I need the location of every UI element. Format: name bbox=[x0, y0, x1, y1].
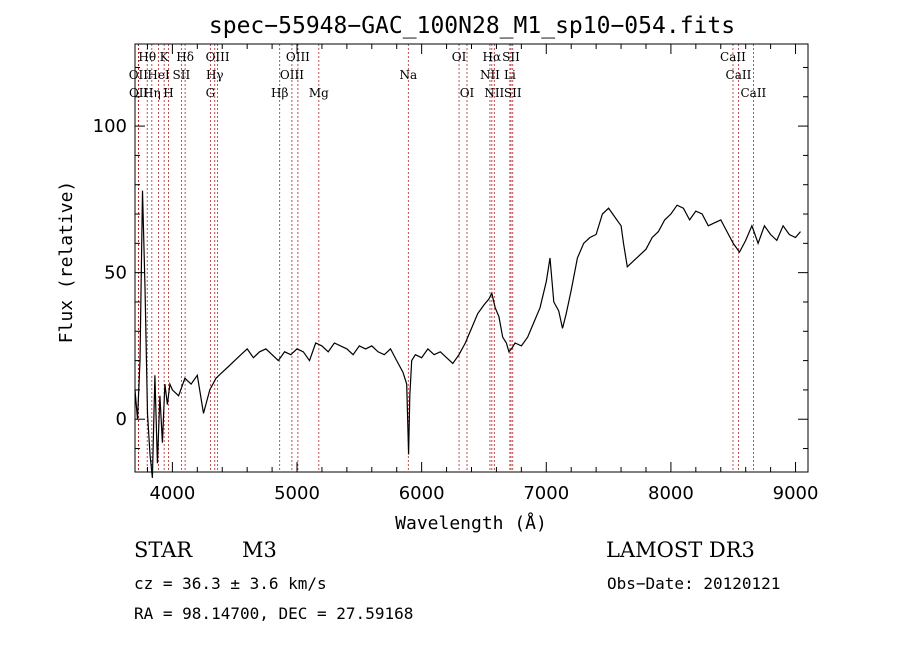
object-class: STAR bbox=[134, 538, 193, 562]
marker-label: G bbox=[206, 86, 216, 100]
marker-label: OIII bbox=[206, 50, 230, 64]
marker-lines bbox=[137, 44, 754, 472]
x-tick-label: 5000 bbox=[274, 483, 320, 504]
marker-label: OII bbox=[129, 68, 149, 82]
plot-frame bbox=[134, 43, 809, 473]
y-tick-label: 50 bbox=[104, 263, 127, 284]
marker-label: Hγ bbox=[206, 68, 224, 82]
cz-value: cz = 36.3 ± 3.6 km/s bbox=[134, 574, 327, 593]
survey-name: LAMOST DR3 bbox=[606, 538, 755, 562]
x-tick-label: 8000 bbox=[648, 483, 694, 504]
marker-label: SII bbox=[173, 68, 191, 82]
marker-label: CaII bbox=[740, 86, 766, 100]
marker-label: CaII bbox=[720, 50, 746, 64]
marker-label: OII bbox=[129, 86, 149, 100]
marker-label: Hθ bbox=[138, 50, 156, 64]
marker-label: Hδ bbox=[176, 50, 194, 64]
subclass: M3 bbox=[242, 538, 277, 562]
marker-label: Hα bbox=[483, 50, 502, 64]
marker-label: NII bbox=[480, 68, 500, 82]
marker-label: SII bbox=[504, 86, 522, 100]
marker-label: Hη bbox=[143, 86, 161, 100]
x-tick-label: 6000 bbox=[399, 483, 445, 504]
marker-label: OI bbox=[460, 86, 475, 100]
y-tick-label: 100 bbox=[93, 116, 127, 137]
marker-label: K bbox=[160, 50, 170, 64]
chart-title: spec−55948−GAC_100N28_M1_sp10−054.fits bbox=[209, 13, 735, 39]
axis-ticks: 4000 5000 6000 7000 8000 9000 0 50 100 bbox=[93, 44, 819, 504]
x-tick-label: 7000 bbox=[523, 483, 569, 504]
x-axis-label: Wavelength (Å) bbox=[395, 512, 547, 534]
marker-label: Na bbox=[399, 68, 417, 82]
y-tick-label: 0 bbox=[116, 409, 127, 430]
y-axis-label: Flux (relative) bbox=[56, 181, 77, 344]
obs-date: Obs−Date: 20120121 bbox=[607, 574, 781, 593]
marker-label: Li bbox=[504, 68, 516, 82]
marker-label: OIII bbox=[286, 50, 310, 64]
marker-label: OI bbox=[452, 50, 467, 64]
marker-label: Mg bbox=[309, 86, 329, 100]
coordinates: RA = 98.14700, DEC = 27.59168 bbox=[134, 604, 414, 623]
marker-label: NII bbox=[484, 86, 504, 100]
marker-label: SII bbox=[502, 50, 520, 64]
marker-label: H bbox=[163, 86, 173, 100]
marker-label: HeI bbox=[147, 68, 170, 82]
marker-label: OIII bbox=[280, 68, 304, 82]
x-tick-label: 9000 bbox=[773, 483, 819, 504]
spectrum-line bbox=[134, 190, 801, 478]
marker-label: CaII bbox=[726, 68, 752, 82]
marker-label: Hβ bbox=[271, 86, 288, 100]
x-tick-label: 4000 bbox=[149, 483, 195, 504]
